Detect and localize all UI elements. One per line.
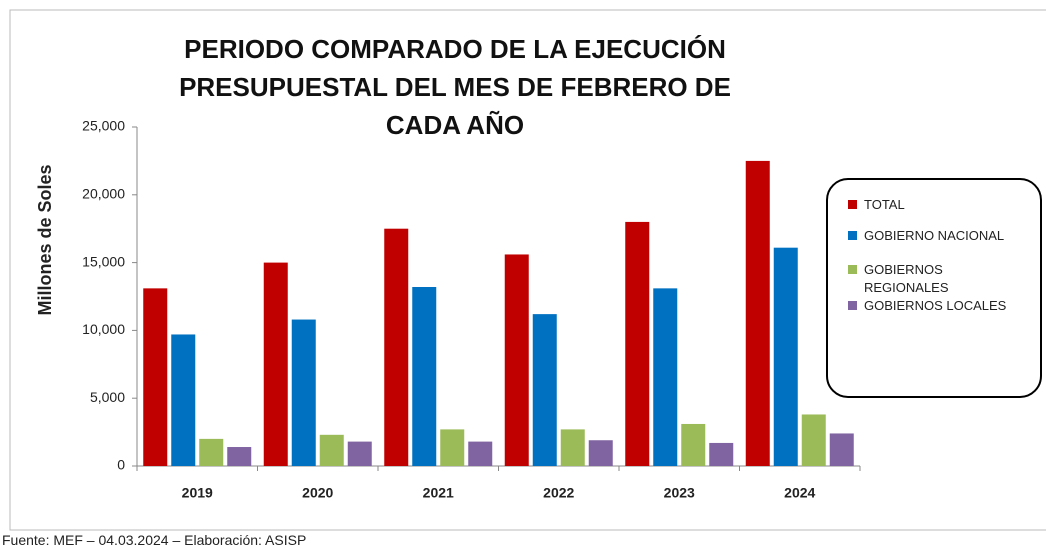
bar bbox=[653, 288, 678, 466]
legend-item: TOTAL bbox=[848, 196, 1046, 214]
legend-label: GOBIERNOS REGIONALES bbox=[864, 262, 949, 295]
legend: TOTAL GOBIERNO NACIONAL GOBIERNOS REGIONAL… bbox=[826, 178, 1042, 398]
bar bbox=[829, 433, 854, 466]
bar bbox=[504, 254, 529, 466]
legend-item: GOBIERNOS REGIONALES bbox=[848, 261, 954, 297]
bar bbox=[625, 221, 650, 466]
y-tick-label: 5,000 bbox=[90, 389, 125, 405]
bar bbox=[532, 314, 557, 466]
bar bbox=[709, 442, 734, 466]
legend-swatch bbox=[848, 200, 857, 209]
x-tick-label: 2019 bbox=[182, 485, 213, 501]
bar bbox=[143, 288, 168, 466]
chart-border bbox=[9, 9, 1046, 531]
bar bbox=[468, 441, 493, 466]
legend-label: GOBIERNO NACIONAL bbox=[864, 228, 1005, 243]
bar bbox=[440, 429, 465, 466]
y-tick-label: 0 bbox=[117, 457, 125, 473]
bar bbox=[801, 414, 826, 466]
y-tick-label: 10,000 bbox=[82, 321, 125, 337]
x-tick-label: 2022 bbox=[543, 485, 574, 501]
legend-swatch bbox=[848, 301, 857, 310]
legend-label: TOTAL bbox=[864, 197, 905, 212]
bar bbox=[263, 262, 288, 466]
bar bbox=[745, 160, 770, 466]
bar bbox=[347, 441, 372, 466]
bar bbox=[199, 438, 224, 466]
y-axis-label: Millones de Soles bbox=[35, 164, 55, 315]
x-tick-label: 2021 bbox=[423, 485, 454, 501]
bar bbox=[681, 423, 706, 466]
chart-title: PERIODO COMPARADO DE LA EJECUCIÓN PRESUP… bbox=[179, 34, 731, 140]
legend-label: GOBIERNOS LOCALES bbox=[864, 298, 1007, 313]
legend-item: GOBIERNO NACIONAL bbox=[848, 227, 1046, 245]
x-tick-label: 2023 bbox=[664, 485, 695, 501]
y-tick-label: 15,000 bbox=[82, 253, 125, 269]
y-tick-label: 20,000 bbox=[82, 186, 125, 202]
bar bbox=[384, 228, 409, 466]
x-tick-label: 2020 bbox=[302, 485, 333, 501]
bar bbox=[773, 247, 798, 466]
bar bbox=[560, 429, 585, 466]
bar bbox=[412, 287, 437, 466]
bar bbox=[227, 447, 252, 466]
bar bbox=[588, 440, 613, 466]
y-tick-label: 25,000 bbox=[82, 118, 125, 134]
bar bbox=[319, 434, 344, 466]
source-note: Fuente: MEF – 04.03.2024 – Elaboración: … bbox=[2, 532, 307, 548]
legend-swatch bbox=[848, 265, 857, 274]
bar bbox=[291, 319, 316, 466]
legend-swatch bbox=[848, 231, 857, 240]
legend-item: GOBIERNOS LOCALES bbox=[848, 297, 1046, 315]
x-tick-label: 2024 bbox=[784, 485, 815, 501]
bar bbox=[171, 334, 196, 466]
